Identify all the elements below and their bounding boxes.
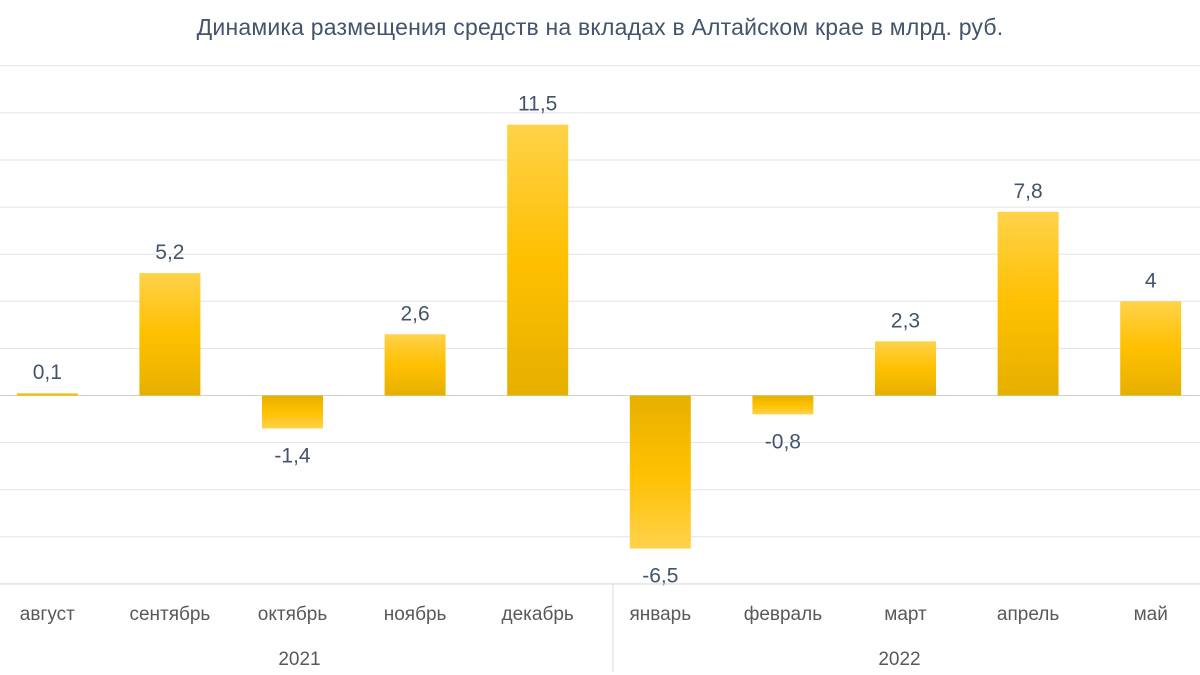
- bar-апрель: [997, 211, 1059, 396]
- gridlines: [0, 65, 1200, 585]
- bar-сентябрь: [139, 273, 201, 396]
- tick-label: май: [1134, 604, 1168, 625]
- data-label: 0,1: [33, 361, 62, 384]
- bar-март: [875, 341, 936, 396]
- tick-label: март: [884, 604, 927, 625]
- data-label: -1,4: [274, 444, 311, 467]
- bar-январь: [629, 395, 691, 549]
- bar-май: [1120, 301, 1182, 396]
- tick-label: декабрь: [502, 604, 574, 625]
- bar-август: [16, 393, 78, 396]
- tick-label: февраль: [744, 604, 823, 625]
- category-axis: август сентябрь октябрь ноябрь декабрь январь…: [0, 583, 1200, 672]
- tick-label: ноябрь: [384, 604, 447, 625]
- data-label: 2,6: [400, 302, 429, 325]
- data-label: 11,5: [518, 93, 557, 116]
- year-group-label: 2022: [878, 649, 920, 670]
- data-label: 5,2: [155, 241, 184, 264]
- data-labels: 0,1 5,2 -1,4 2,6 11,5 -6,5 -0,8 2,3 7,8 4: [33, 93, 1157, 588]
- data-label: 7,8: [1013, 180, 1042, 203]
- data-label: 2,3: [891, 309, 920, 332]
- data-label: -6,5: [642, 565, 678, 588]
- tick-label: апрель: [997, 604, 1059, 625]
- bars: [16, 124, 1182, 549]
- tick-label: январь: [629, 604, 691, 625]
- chart-title: Динамика размещения средств на вкладах в…: [196, 14, 1004, 40]
- bar-декабрь: [507, 124, 569, 396]
- bar-февраль: [752, 395, 814, 415]
- data-label: -0,8: [765, 430, 801, 453]
- tick-label: сентябрь: [129, 604, 210, 625]
- year-group-label: 2021: [278, 649, 320, 670]
- data-label: 4: [1145, 269, 1157, 292]
- tick-label: август: [20, 604, 75, 625]
- bar-ноябрь: [384, 334, 446, 396]
- bar-октябрь: [262, 395, 323, 429]
- tick-label: октябрь: [258, 604, 328, 625]
